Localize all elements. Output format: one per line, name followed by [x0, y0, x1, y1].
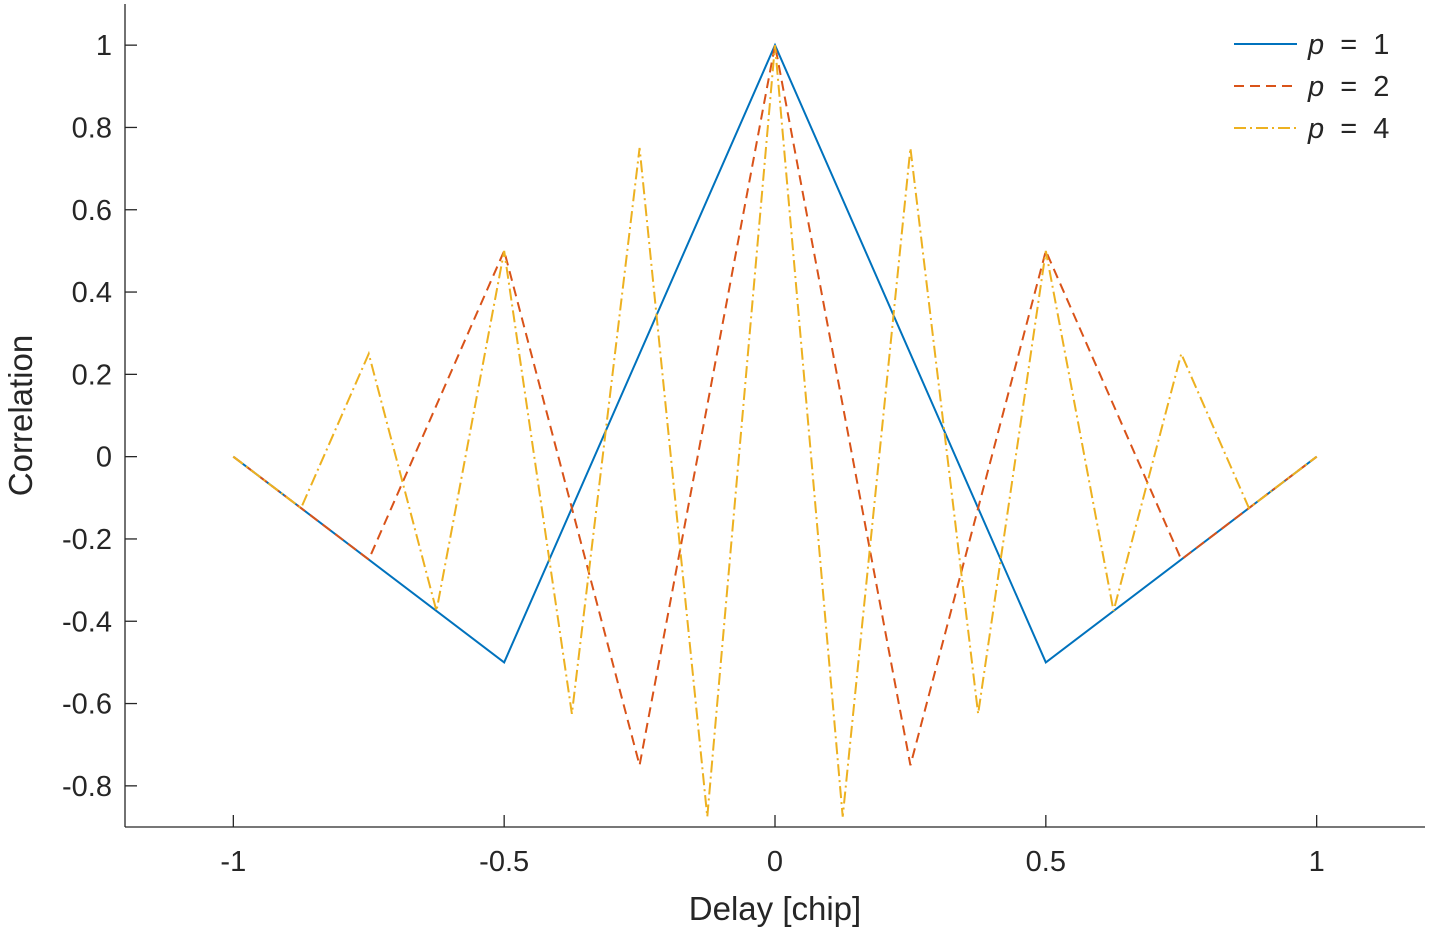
- y-tick-label: 0.4: [72, 277, 112, 309]
- legend-entry-label: p = 1: [1307, 29, 1389, 61]
- legend-entry-label: p = 2: [1307, 71, 1389, 103]
- legend: p = 1 p = 2 p = 4: [1234, 29, 1389, 145]
- axes: -1 -0.5 0 0.5 1 -0.8 -0.6 -0.4 -0.2 0 0.2 0.4 0.6 0.8…: [62, 4, 1425, 878]
- x-axis-label: Delay [chip]: [689, 890, 861, 927]
- y-tick-label: 0.8: [72, 112, 112, 144]
- y-axis-label: Correlation: [2, 335, 39, 496]
- x-tick-label: 1: [1309, 846, 1325, 878]
- series-line-p1: [232, 42, 1318, 664]
- y-tick-label: -0.2: [62, 524, 112, 556]
- legend-entry-label: p = 4: [1307, 113, 1389, 145]
- x-tick-label: -0.5: [479, 846, 529, 878]
- x-tick-label: 0.5: [1026, 846, 1066, 878]
- y-tick-label: 0.2: [72, 359, 112, 391]
- series-line-p2: [232, 44, 1318, 766]
- series-line-p4: [232, 45, 1318, 817]
- y-tick-label: -0.6: [62, 689, 112, 721]
- y-tick-label: -0.4: [62, 606, 112, 638]
- y-tick-label: 0: [96, 442, 112, 474]
- y-tick-label: -0.8: [62, 771, 112, 803]
- y-tick-label: 1: [96, 30, 112, 62]
- y-tick-label: 0.6: [72, 195, 112, 227]
- x-tick-label: -1: [220, 846, 246, 878]
- x-tick-label: 0: [767, 846, 783, 878]
- plot-area: [232, 42, 1318, 817]
